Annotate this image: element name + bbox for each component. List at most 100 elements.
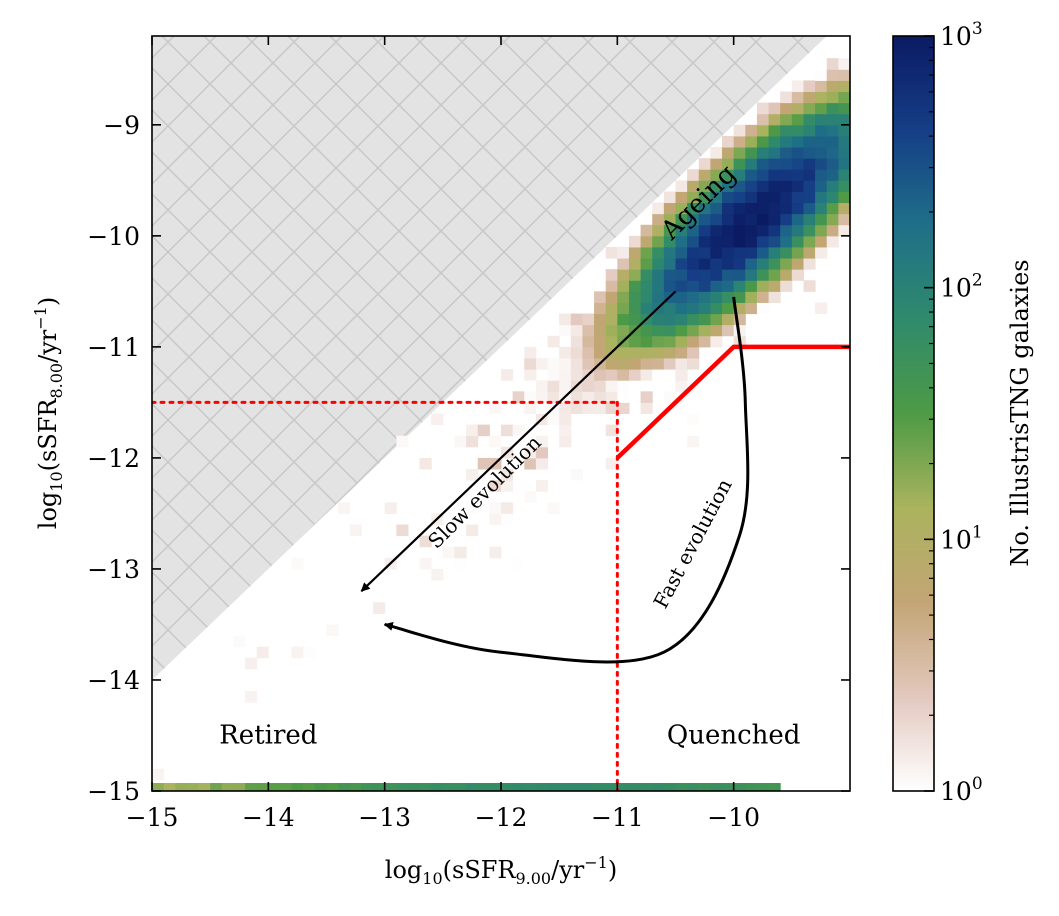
y-tick-label: −15 — [87, 777, 140, 806]
heatmap-cell — [815, 191, 828, 204]
heatmap-cell — [838, 158, 850, 170]
heatmap-cell — [780, 246, 793, 259]
heatmap-cell — [756, 158, 770, 170]
heatmap-cell — [791, 135, 804, 148]
heatmap-cell — [815, 102, 828, 115]
x-tick-label: −15 — [126, 803, 179, 832]
heatmap-cell — [675, 246, 688, 259]
heatmap-cell — [791, 202, 804, 215]
heatmap-cell — [303, 646, 316, 659]
heatmap-cell — [803, 280, 816, 292]
heatmap-cell — [489, 546, 502, 559]
heatmap-floor-cell — [640, 783, 653, 791]
heatmap-cell — [733, 235, 746, 248]
heatmap-cell — [745, 124, 758, 137]
heatmap-cell — [628, 258, 642, 270]
y-tick-label: −13 — [87, 555, 140, 584]
heatmap-cell — [826, 80, 839, 93]
heatmap-cell — [710, 335, 723, 348]
heatmap-cell — [710, 169, 723, 181]
heatmap-cell — [594, 335, 607, 348]
heatmap-cell — [663, 246, 676, 259]
heatmap-cell — [803, 213, 816, 226]
heatmap-cell — [791, 191, 804, 204]
heatmap-cell — [489, 480, 502, 492]
heatmap-floor-cell — [501, 783, 514, 791]
heatmap-cell — [803, 113, 816, 126]
heatmap-cell — [628, 313, 642, 326]
heatmap-cell — [687, 269, 700, 281]
heatmap-cell — [559, 313, 572, 326]
heatmap-floor-cell — [652, 783, 665, 791]
heatmap-cell — [687, 291, 700, 303]
heatmap-floor-cell — [722, 783, 735, 791]
heatmap-cell — [687, 302, 700, 315]
heatmap-cell — [791, 169, 804, 181]
heatmap-cell — [826, 113, 839, 126]
heatmap-cell — [652, 335, 665, 348]
heatmap-cell — [652, 313, 665, 326]
heatmap-cell — [663, 213, 676, 226]
heatmap-cell — [733, 313, 746, 326]
heatmap-cell — [570, 369, 583, 381]
heatmap-cell — [419, 457, 432, 470]
heatmap-floor-cell — [384, 783, 397, 791]
heatmap-cell — [675, 380, 688, 392]
heatmap-cell — [570, 391, 583, 403]
heatmap-cell — [570, 346, 583, 359]
heatmap-cell — [559, 424, 572, 437]
heatmap-cell — [698, 280, 711, 292]
heatmap-cell — [477, 457, 490, 470]
heatmap-floor-cell — [186, 783, 200, 791]
heatmap-cell — [791, 80, 804, 93]
heatmap-floor-cell — [477, 783, 490, 791]
heatmap-cell — [640, 391, 653, 403]
heatmap-cell — [652, 224, 665, 237]
heatmap-cell — [826, 191, 839, 204]
heatmap-floor-cell — [745, 783, 758, 791]
heatmap-cell — [710, 180, 723, 192]
heatmap-cell — [687, 169, 700, 181]
heatmap-cell — [803, 147, 816, 159]
heatmap-cell — [628, 346, 642, 359]
heatmap-cell — [826, 91, 839, 104]
heatmap-cell — [628, 280, 642, 292]
heatmap-floor-cell — [256, 783, 269, 791]
heatmap-cell — [640, 369, 653, 381]
heatmap-cell — [780, 224, 793, 237]
heatmap-cell — [501, 424, 514, 437]
heatmap-cell — [466, 502, 479, 514]
heatmap-cell — [745, 202, 758, 215]
heatmap-cell — [617, 346, 630, 359]
heatmap-cell — [675, 258, 688, 270]
heatmap-cell — [791, 224, 804, 237]
heatmap-cell — [640, 235, 653, 248]
heatmap-cell — [466, 469, 479, 481]
heatmap-cell — [815, 202, 828, 215]
heatmap-cell — [663, 324, 676, 337]
heatmap-cell — [745, 280, 758, 292]
heatmap-cell — [570, 402, 583, 414]
colorbar-tick-label: 102 — [940, 271, 983, 303]
heatmap-cell — [663, 335, 676, 348]
heatmap-cell — [652, 324, 665, 337]
heatmap-cell — [803, 169, 816, 181]
heatmap-cell — [780, 158, 793, 170]
heatmap-cell — [745, 224, 758, 237]
heatmap-cell — [768, 124, 781, 137]
heatmap-cell — [733, 180, 746, 192]
heatmap-cell — [675, 291, 688, 303]
heatmap-cell — [535, 457, 549, 470]
heatmap-cell — [152, 768, 165, 781]
heatmap-cell — [710, 191, 723, 204]
heatmap-cell — [594, 324, 607, 337]
heatmap-cell — [547, 335, 560, 348]
heatmap-floor-cell — [547, 783, 560, 791]
heatmap-cell — [663, 346, 676, 359]
slow-evolution-arrow — [360, 290, 677, 592]
heatmap-floor-cell — [175, 783, 188, 791]
heatmap-cell — [733, 280, 746, 292]
heatmap-cell — [780, 91, 793, 104]
heatmap-cell — [605, 324, 618, 337]
heatmap-cell — [745, 258, 758, 270]
